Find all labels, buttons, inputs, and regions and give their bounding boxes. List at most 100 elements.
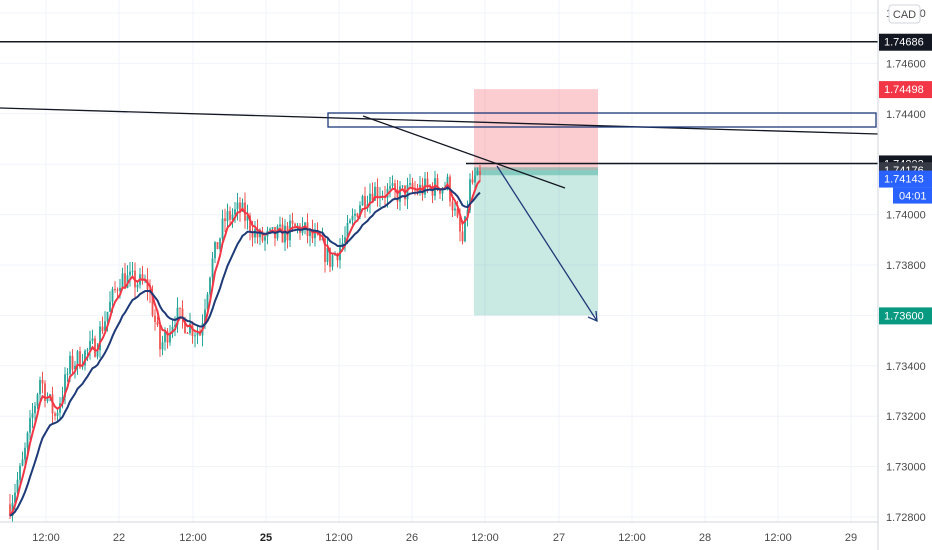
forecast-arrow[interactable]: [496, 165, 598, 322]
candle-body: [351, 215, 354, 221]
candle-body: [129, 271, 131, 276]
candle-body: [324, 238, 326, 262]
candle-body: [91, 338, 94, 341]
price-tick-label: 1.73800: [886, 260, 926, 272]
candle-body: [359, 205, 361, 217]
candle-body: [136, 284, 139, 288]
candle-body: [441, 188, 444, 194]
candle-body: [251, 231, 254, 238]
candle-body: [41, 380, 44, 384]
time-tick-label: 26: [406, 532, 418, 544]
price-label-box: [879, 170, 932, 188]
candle-body: [459, 216, 461, 232]
candle-body: [79, 351, 81, 368]
candle-body: [199, 333, 201, 336]
candle-body: [86, 349, 89, 351]
candle-body: [409, 183, 411, 185]
price-label: 1.74498: [879, 81, 932, 99]
candle-body: [246, 215, 249, 221]
trend-line-long[interactable]: [0, 107, 879, 135]
candle-body: [406, 184, 409, 200]
drawing-tools[interactable]: [0, 40, 879, 323]
candle-body: [439, 189, 441, 194]
candle-body: [314, 232, 316, 239]
time-axis[interactable]: 12:00 22 12:00 25 12:00 26 12:00 27 12:00 28 12:00…: [0, 521, 878, 544]
price-tick-label: 1.72800: [886, 512, 926, 524]
candle-body: [166, 331, 169, 343]
candle-body: [9, 504, 11, 516]
candle-body: [159, 324, 161, 350]
candle-body: [14, 492, 16, 504]
time-tick-label: 12:00: [618, 532, 646, 544]
moving-averages: [9, 180, 481, 517]
candle-body: [99, 326, 101, 351]
price-label-text: 1.74498: [884, 84, 924, 96]
candle-body: [71, 355, 74, 370]
candle-body: [141, 274, 144, 281]
arrowhead-icon[interactable]: [587, 310, 598, 323]
price-label-box: [879, 33, 932, 51]
candle-body: [401, 185, 404, 187]
trend-line-short[interactable]: [362, 115, 566, 189]
candle-body: [474, 175, 476, 183]
candle-body: [204, 309, 206, 324]
time-tick-label: 12:00: [764, 532, 792, 544]
candle-body: [446, 176, 449, 188]
candle-body: [414, 189, 416, 191]
countdown-box: [893, 187, 932, 204]
time-tick-label: 12:00: [471, 532, 499, 544]
candle-body: [74, 365, 76, 370]
candle-body: [39, 380, 41, 395]
candle-body: [171, 326, 174, 334]
candle-body: [54, 413, 56, 416]
candle-body: [131, 270, 134, 272]
candle-body: [189, 323, 191, 334]
price-tick-label: 1.73000: [886, 462, 926, 474]
candle-body: [219, 238, 221, 250]
candle-body: [471, 179, 474, 183]
candle-body: [426, 178, 429, 186]
candle-body: [264, 236, 266, 241]
candle-body: [371, 193, 374, 201]
entry-band: [474, 167, 598, 176]
price-tick-label: 1.74600: [886, 58, 926, 70]
candle-body: [461, 231, 464, 242]
candle-body: [319, 233, 321, 240]
time-tick-label: 12:00: [179, 532, 207, 544]
candle-body: [344, 237, 346, 243]
time-tick-label: 12:00: [32, 532, 60, 544]
candle-body: [196, 333, 199, 336]
candle-body: [31, 413, 34, 418]
candle-body: [179, 307, 181, 309]
candle-body: [211, 258, 214, 278]
candle-body: [24, 447, 26, 460]
candle-body: [169, 333, 171, 343]
candle-body: [399, 186, 401, 202]
candle-body: [304, 222, 306, 227]
candle-body: [241, 202, 244, 211]
candle-body: [331, 255, 334, 267]
candle-body: [411, 183, 414, 190]
candle-body: [364, 196, 366, 209]
candle-body: [479, 170, 481, 175]
candle-body: [69, 355, 71, 374]
candle-body: [124, 273, 126, 288]
currency-badge[interactable]: CAD: [888, 4, 921, 24]
candle-body: [96, 350, 99, 357]
candle-body: [271, 227, 274, 229]
candle-body: [194, 335, 196, 337]
price-label: 1.74686: [879, 33, 932, 51]
resistance-rectangle[interactable]: [327, 112, 877, 128]
candle-body: [396, 189, 399, 202]
candle-body: [84, 350, 86, 366]
candle-body: [221, 218, 224, 239]
candle-body: [29, 417, 31, 433]
candle-body: [181, 308, 184, 319]
price-label-text: 1.74143: [884, 174, 924, 186]
candle-body: [56, 412, 59, 416]
candle-body: [249, 215, 251, 232]
price-labels: 1.746861.744981.742031.741761.741431.736…: [879, 33, 932, 325]
candle-body: [106, 311, 109, 322]
candle-body: [354, 213, 356, 216]
